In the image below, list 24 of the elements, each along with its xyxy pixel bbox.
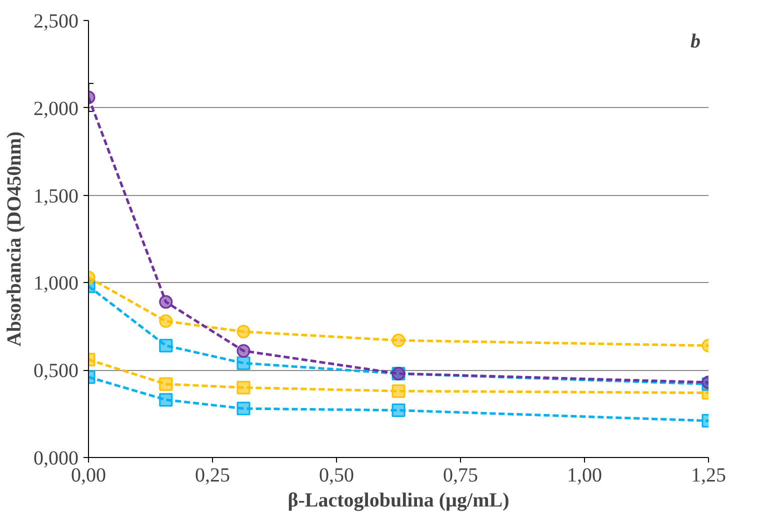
point (392, 404, 406, 418)
x-tick-label: 1,25 (691, 464, 726, 486)
y-axis-title: Absorbancia (DO450nm) (4, 131, 26, 347)
x-tick-label: 1,00 (567, 464, 602, 486)
point (392, 334, 406, 348)
x-tick-label: 0,75 (443, 464, 478, 486)
annotation: b (690, 30, 700, 52)
y-tick-label: 1,500 (34, 185, 78, 208)
point (159, 314, 173, 328)
y-tick-label: 1,000 (34, 272, 78, 295)
point (236, 380, 250, 394)
x-tick-label: 0,50 (319, 464, 354, 486)
x-axis-title: β-Lactoglobulina (µg/mL) (288, 490, 510, 512)
y-tick-label: 0,500 (34, 360, 78, 382)
y-tick-label: 2,500 (34, 10, 78, 32)
x-tick-label: 0,25 (195, 464, 230, 486)
y-tick-label: 2,000 (34, 98, 78, 120)
point (236, 402, 250, 416)
point (236, 344, 250, 358)
point (159, 393, 173, 407)
point (236, 324, 250, 338)
point (159, 377, 173, 391)
point (159, 295, 173, 309)
point (392, 384, 406, 398)
